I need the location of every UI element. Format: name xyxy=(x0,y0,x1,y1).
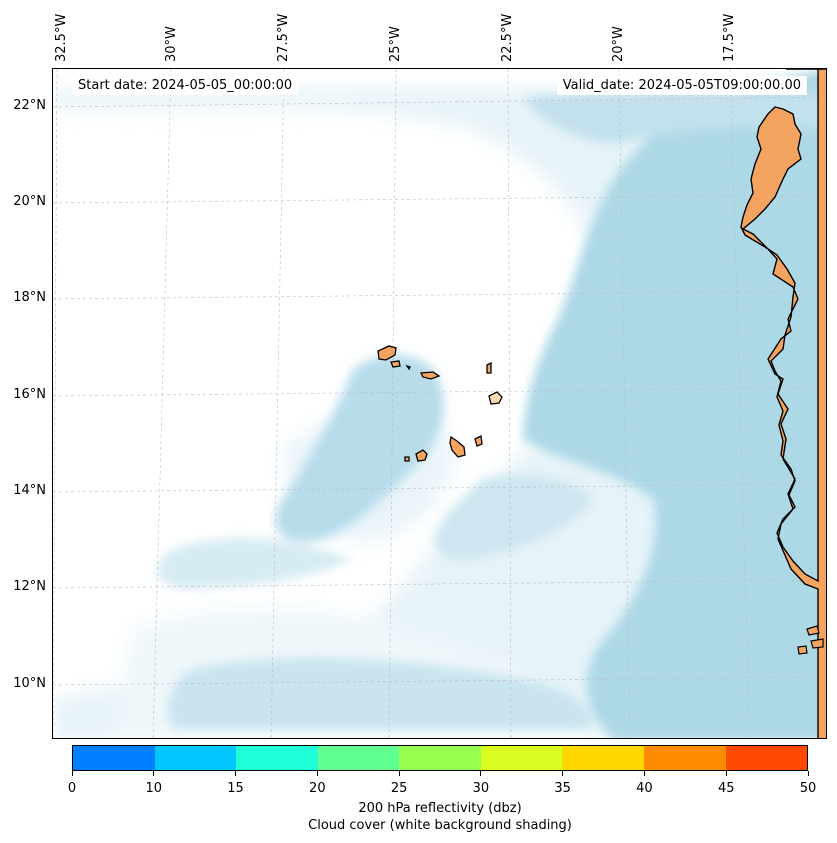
colorbar-tick-mark xyxy=(316,771,318,776)
island-sal xyxy=(486,361,492,374)
colorbar-tick-mark xyxy=(562,771,564,776)
colorbar-tick-mark xyxy=(480,771,482,776)
graticule xyxy=(53,69,826,738)
cape-verde-islands xyxy=(377,345,503,462)
cloud-band-south xyxy=(168,658,593,729)
cloud-streak-south xyxy=(435,475,593,560)
colorbar-tick-label: 0 xyxy=(67,781,77,796)
colorbar-subtitle: Cloud cover (white background shading) xyxy=(308,818,572,833)
lon-label-17-5w: 17.5°W xyxy=(722,13,737,62)
lon-label-22-5w: 22.5°W xyxy=(500,13,515,62)
island-boa-vista xyxy=(488,391,503,405)
island-santiago xyxy=(449,435,466,458)
colorbar-tick-label: 30 xyxy=(472,781,490,796)
colorbar-tick-mark xyxy=(643,771,645,776)
island-santa-luzia xyxy=(405,364,411,371)
lon-label-30w: 30°W xyxy=(164,26,179,62)
lat-label-12n: 12°N xyxy=(13,579,46,594)
island-brava xyxy=(404,456,410,462)
lon-label-27-5w: 27.5°W xyxy=(276,13,291,62)
island-sao-nicolau xyxy=(419,371,441,380)
colorbar-segment-3 xyxy=(317,746,400,770)
island-santo-antao xyxy=(377,345,397,361)
lat-label-16n: 16°N xyxy=(13,387,46,402)
colorbar-segment-5 xyxy=(480,746,563,770)
colorbar-tick-label: 35 xyxy=(554,781,571,796)
colorbar-tick-mark xyxy=(725,771,727,776)
valid-date-label: Valid_date: 2024-05-05T09:00:00.00 xyxy=(556,76,807,95)
colorbar-segment-0 xyxy=(73,746,155,770)
colorbar-tick-mark xyxy=(71,771,73,776)
colorbar-segment-4 xyxy=(399,746,481,770)
lon-label-25w: 25°W xyxy=(388,26,403,62)
lat-label-18n: 18°N xyxy=(13,290,46,305)
colorbar-segment-1 xyxy=(154,746,237,770)
colorbar-tick-label: 25 xyxy=(390,781,408,796)
lat-label-14n: 14°N xyxy=(13,483,46,498)
colorbar xyxy=(72,745,808,771)
colorbar-tick-label: 40 xyxy=(636,781,653,796)
colorbar-tick-label: 15 xyxy=(227,781,244,796)
colorbar-tick-mark xyxy=(235,771,237,776)
cloud-streak-southwest xyxy=(156,538,353,589)
map-panel xyxy=(52,68,827,739)
colorbar-tick-label: 10 xyxy=(145,781,163,796)
colorbar-tick-label: 45 xyxy=(717,781,735,796)
lat-label-20n: 20°N xyxy=(13,194,46,209)
colorbar-tick-mark xyxy=(807,771,809,776)
start-date-label: Start date: 2024-05-05_00:00:00 xyxy=(72,76,299,95)
cloud-patch-islands xyxy=(275,354,444,542)
colorbar-tick-mark xyxy=(398,771,400,776)
colorbar-tick-label: 20 xyxy=(309,781,326,796)
colorbar-title: 200 hPa reflectivity (dbz) xyxy=(358,801,522,816)
colorbar-tick-mark xyxy=(153,771,155,776)
bissagos-islands xyxy=(797,625,824,655)
island-fogo xyxy=(415,449,428,462)
colorbar-segment-6 xyxy=(562,746,644,770)
africa-landmass xyxy=(740,69,826,738)
colorbar-segment-8 xyxy=(725,746,808,770)
lat-label-22n: 22°N xyxy=(13,98,46,113)
colorbar-segment-2 xyxy=(236,746,318,770)
lon-label-32-5w: 32.5°W xyxy=(54,13,69,62)
cloud-band-northeast xyxy=(523,90,826,144)
colorbar-segment-7 xyxy=(643,746,726,770)
island-sao-vicente xyxy=(390,360,401,368)
colorbar-tick-label: 50 xyxy=(799,781,817,796)
map-canvas xyxy=(53,69,826,738)
lon-label-20w: 20°W xyxy=(611,26,626,62)
lat-label-10n: 10°N xyxy=(13,676,46,691)
island-maio xyxy=(474,435,483,447)
